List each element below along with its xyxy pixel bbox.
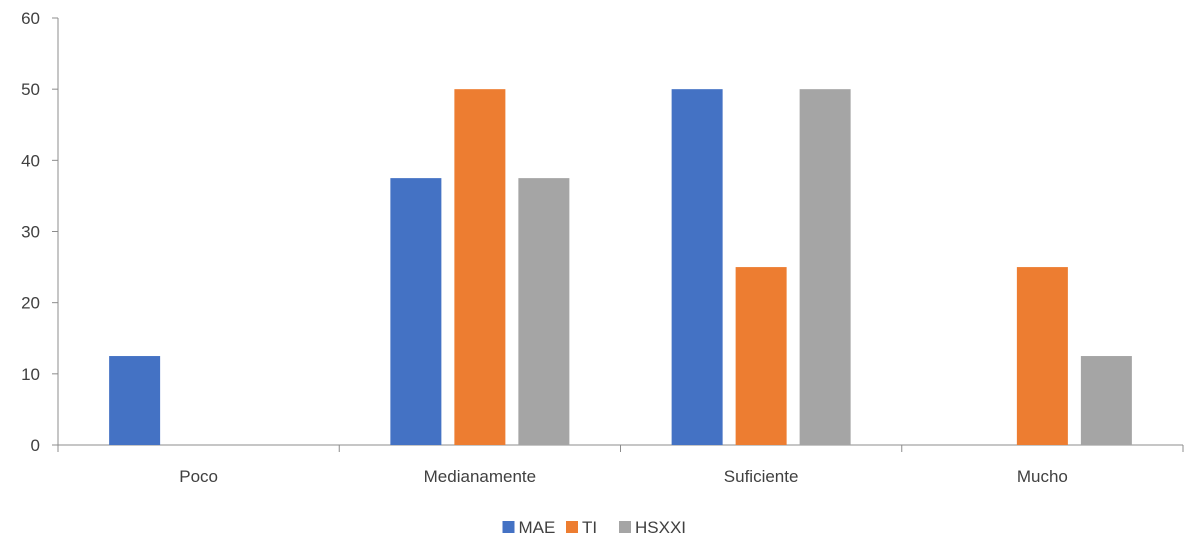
bars [109, 89, 1132, 446]
x-tick-label: Mucho [1017, 467, 1068, 486]
y-axis: 0 10 20 30 40 50 60 [21, 9, 59, 455]
bar-ti-suficiente [735, 267, 787, 445]
bar-mae-poco [109, 356, 161, 445]
bar-mae-medianamente [390, 178, 442, 445]
bar-hsxxi-suficiente [799, 89, 851, 446]
legend-swatch-mae [502, 521, 515, 533]
legend: MAE TI HSXXI [502, 518, 686, 537]
y-tick-label: 20 [21, 294, 40, 313]
bar-hsxxi-medianamente [518, 178, 570, 445]
y-tick-label: 0 [31, 436, 40, 455]
legend-label-ti: TI [582, 518, 597, 537]
x-tick-label: Suficiente [724, 467, 799, 486]
y-tick-label: 10 [21, 365, 40, 384]
bar-ti-mucho [1016, 267, 1068, 445]
x-tick-label: Poco [179, 467, 218, 486]
legend-label-mae: MAE [519, 518, 556, 537]
bar-mae-suficiente [671, 89, 723, 446]
y-tick-label: 30 [21, 223, 40, 242]
y-tick-label: 40 [21, 151, 40, 170]
legend-label-hsxxi: HSXXI [635, 518, 686, 537]
bar-hsxxi-mucho [1080, 356, 1132, 445]
legend-swatch-hsxxi [619, 521, 631, 533]
y-tick-label: 50 [21, 80, 40, 99]
bar-ti-medianamente [454, 89, 506, 446]
legend-swatch-ti [566, 521, 578, 533]
x-tick-label: Medianamente [424, 467, 536, 486]
y-tick-label: 60 [21, 9, 40, 28]
x-axis: Poco Medianamente Suficiente Mucho [57, 444, 1184, 486]
